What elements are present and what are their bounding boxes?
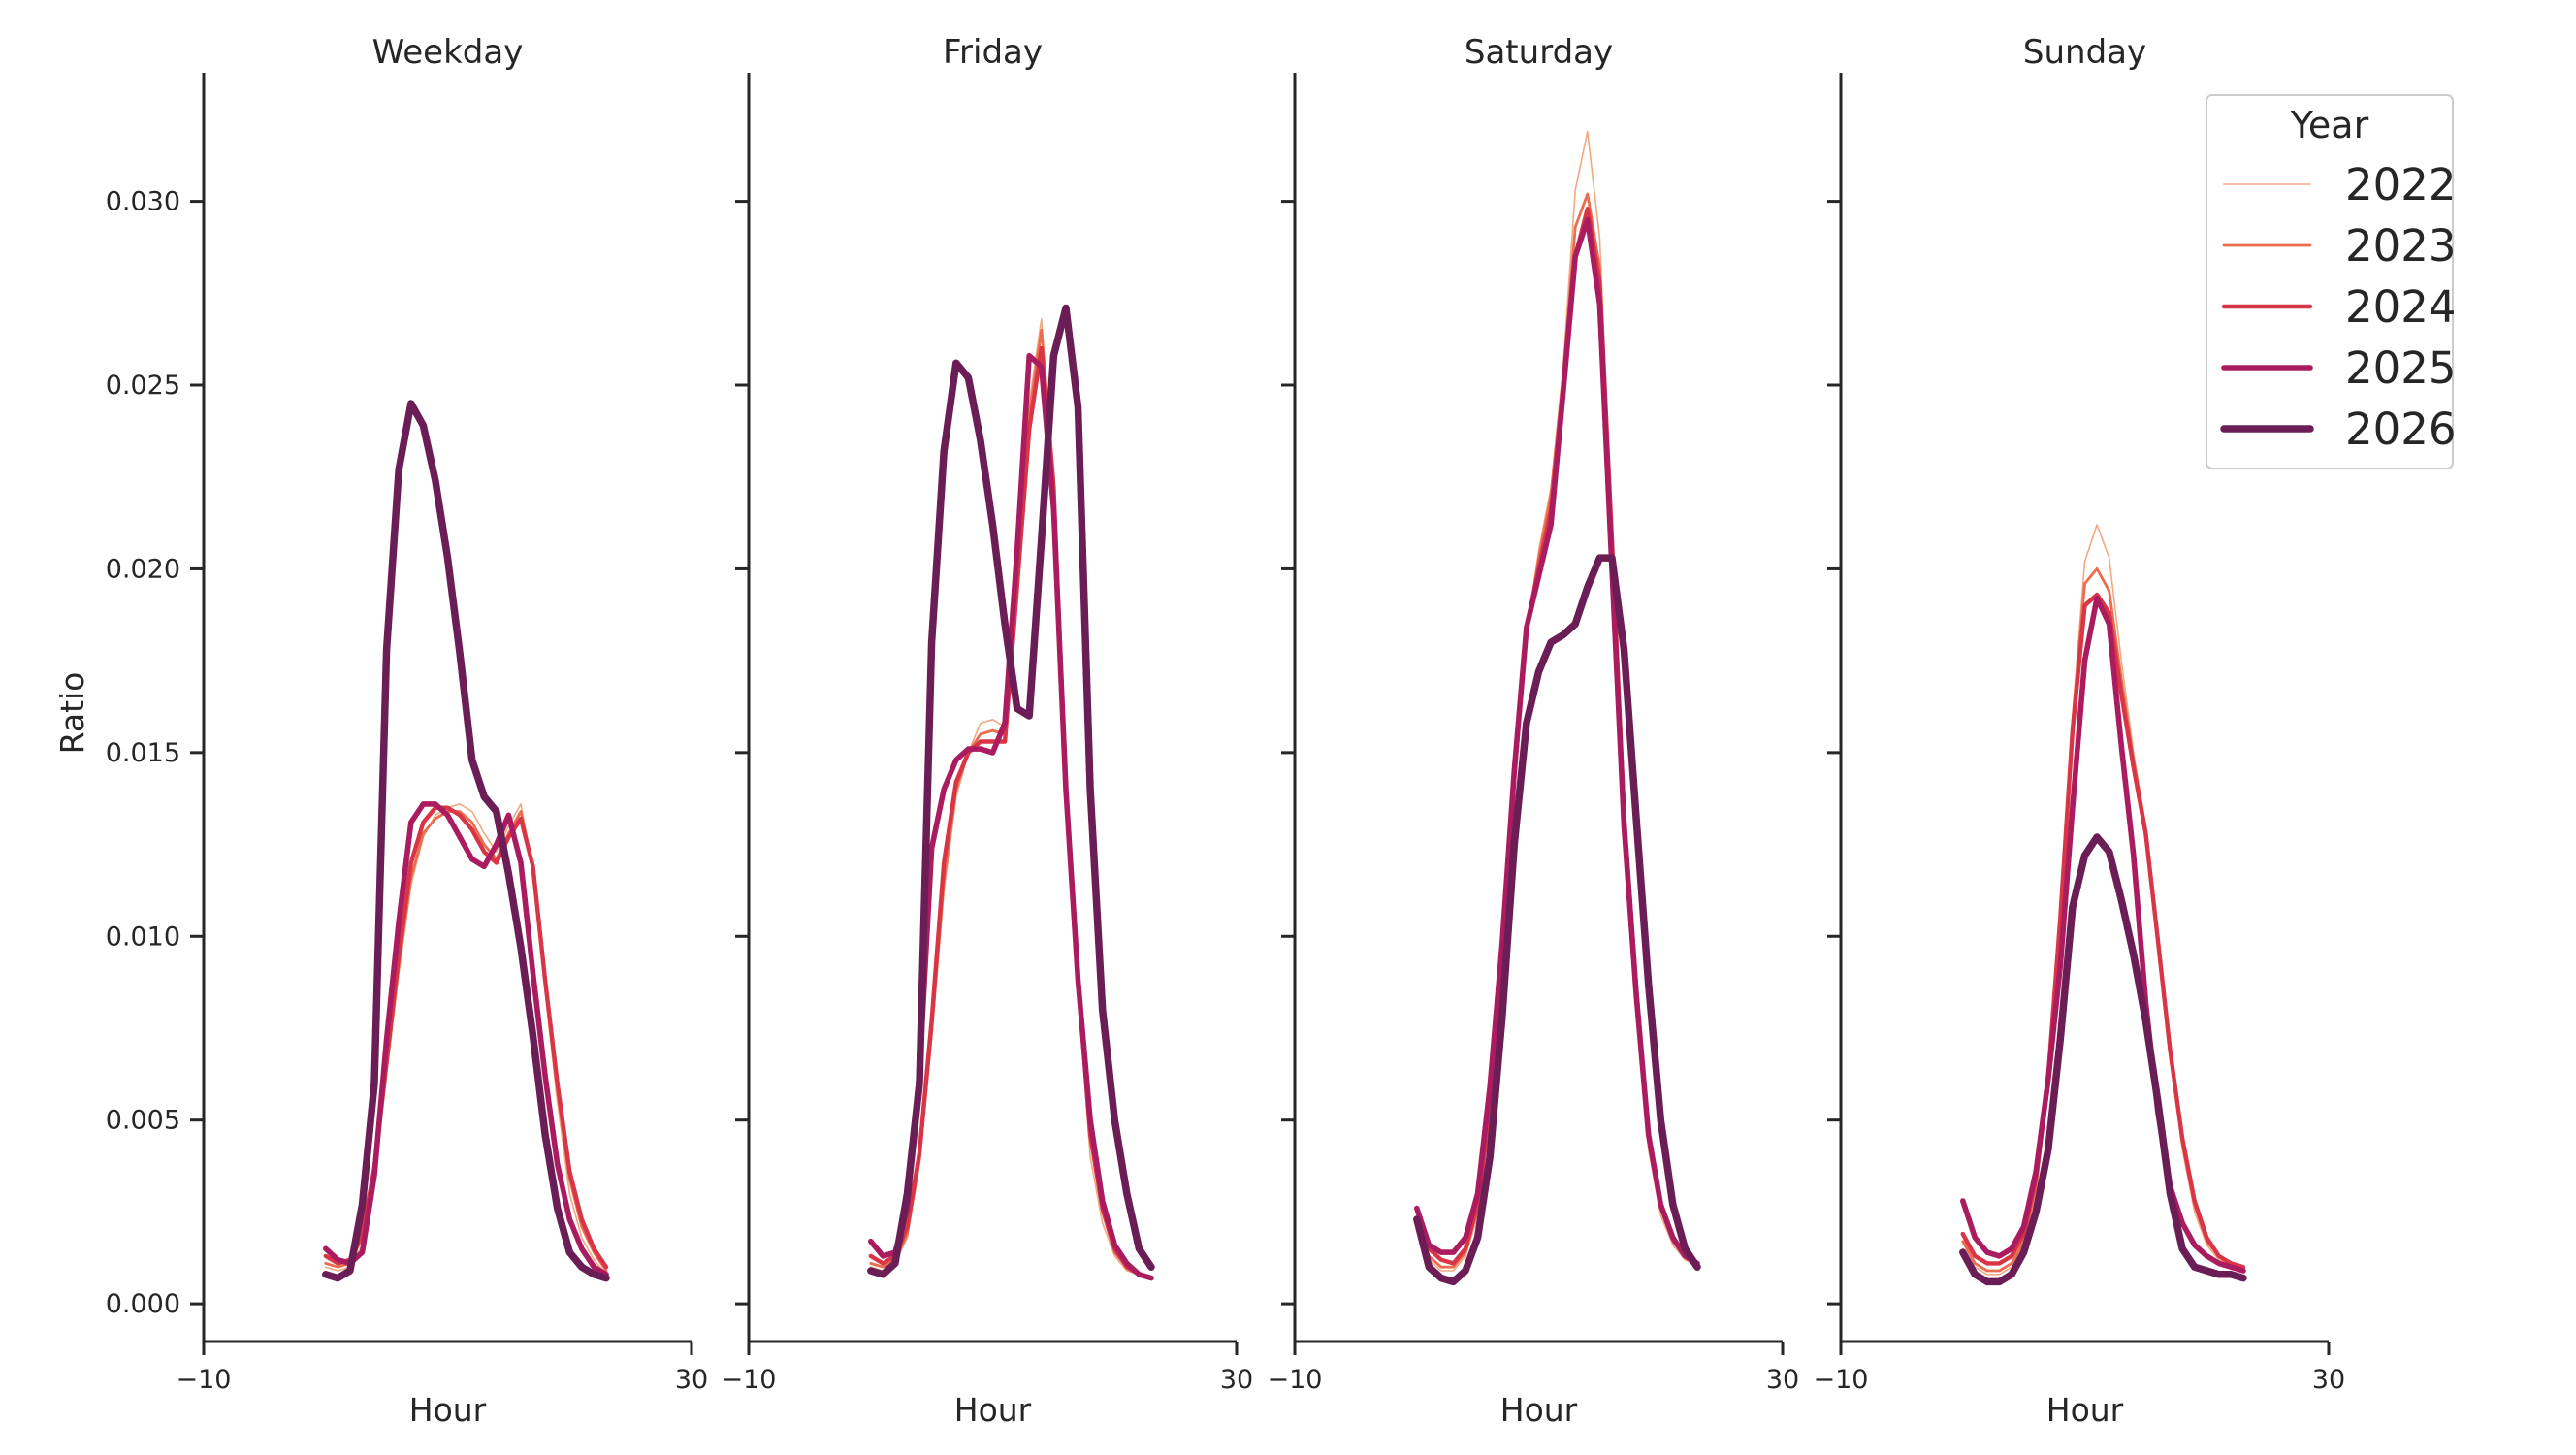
y-tick-label: 0.025 — [106, 371, 180, 401]
y-tick-label: 0.000 — [106, 1289, 180, 1319]
series-line-2025 — [1960, 595, 2246, 1274]
series-line-2023 — [1961, 567, 2245, 1273]
x-tick-label: −10 — [1268, 1365, 1323, 1395]
series-line-2023 — [1415, 192, 1699, 1269]
series-line-2026 — [1959, 833, 2247, 1286]
panel-weekday: Weekday 0.000 0.005 0.010 0.015 0.020 0.025 0.0… — [106, 33, 708, 1429]
y-tick-label: 0.030 — [106, 187, 180, 217]
x-tick-label: 30 — [1766, 1365, 1799, 1395]
legend-label: 2025 — [2345, 342, 2457, 394]
series-line-2024 — [1960, 592, 2246, 1270]
x-tick-label: 30 — [1220, 1365, 1253, 1395]
panel-friday: Friday −10 30 Hour — [722, 33, 1254, 1429]
x-tick-label: 30 — [675, 1365, 708, 1395]
x-tick-label: −10 — [177, 1365, 232, 1395]
panels-layer: Weekday 0.000 0.005 0.010 0.015 0.020 0.025 0.0… — [106, 33, 2345, 1429]
panel-title: Sunday — [2023, 33, 2146, 72]
panel-title: Friday — [943, 33, 1043, 72]
panel-saturday: Saturday −10 30 Hour — [1268, 33, 1800, 1429]
legend-label: 2023 — [2345, 220, 2457, 272]
y-axis-label: Ratio — [53, 672, 91, 755]
series-line-2025 — [322, 801, 609, 1277]
legend: Year 2022 2023 2024 2025 2026 — [2206, 94, 2457, 469]
x-axis-label: Hour — [1500, 1391, 1578, 1429]
x-axis-label: Hour — [954, 1391, 1032, 1429]
panel-title: Weekday — [372, 33, 524, 72]
x-tick-label: −10 — [1814, 1365, 1869, 1395]
legend-items: 2022 2023 2024 2025 2026 — [2220, 159, 2457, 455]
panel-sunday: Sunday −10 30 Hour — [1814, 33, 2346, 1429]
series-line-2026 — [322, 400, 610, 1282]
series-line-2026 — [1413, 554, 1701, 1286]
y-tick-label: 0.005 — [106, 1106, 180, 1136]
legend-label: 2022 — [2345, 159, 2457, 210]
legend-label: 2026 — [2345, 404, 2457, 455]
series-line-2026 — [867, 304, 1155, 1278]
panel-title: Saturday — [1465, 33, 1613, 72]
series-line-2022 — [1962, 524, 2244, 1276]
y-tick-label: 0.015 — [106, 738, 180, 768]
x-tick-label: 30 — [2312, 1365, 2345, 1395]
x-tick-label: −10 — [722, 1365, 777, 1395]
x-axis-label: Hour — [2046, 1391, 2124, 1429]
legend-title: Year — [2290, 104, 2369, 146]
legend-label: 2024 — [2345, 281, 2457, 333]
series-line-2024 — [1414, 206, 1700, 1266]
x-axis-label: Hour — [409, 1391, 487, 1429]
y-tick-label: 0.010 — [106, 922, 180, 952]
series-line-2022 — [1416, 130, 1698, 1272]
legend-frame — [2206, 94, 2454, 469]
y-tick-label: 0.020 — [106, 554, 180, 584]
series-line-2025 — [1414, 216, 1700, 1267]
